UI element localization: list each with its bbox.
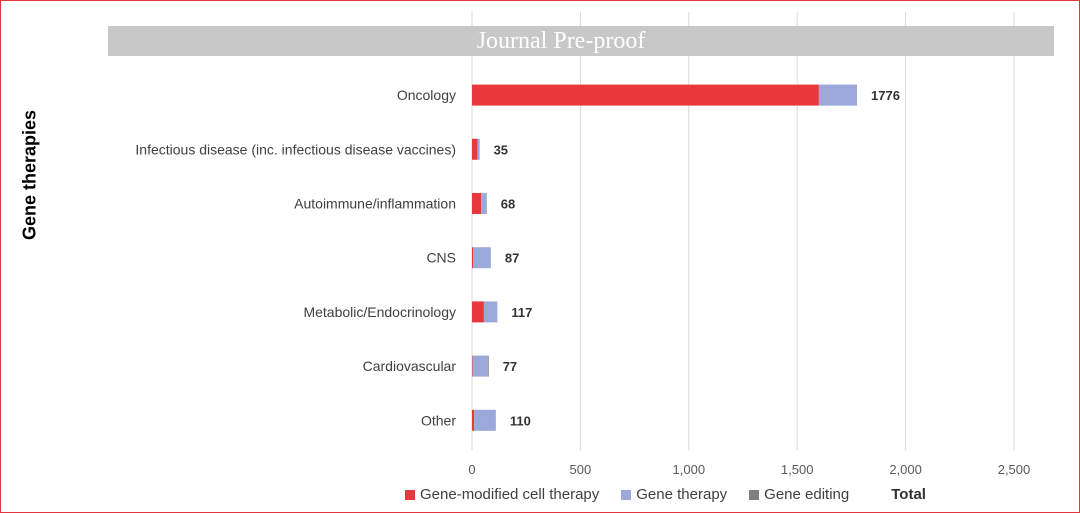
bar-segment (472, 193, 482, 214)
category-label: Oncology (397, 87, 456, 103)
legend-label-gene-therapy: Gene therapy (636, 486, 728, 503)
bar-segment (472, 301, 484, 323)
bar-segment (472, 138, 478, 160)
category-label: CNS (426, 250, 456, 266)
x-tick-label: 1,500 (781, 462, 814, 477)
bar-segment (472, 409, 475, 431)
bar-segment (474, 409, 496, 431)
bar-segment (477, 138, 480, 160)
total-data-label: 1776 (871, 88, 900, 103)
category-label: Metabolic/Endocrinology (303, 304, 456, 320)
total-data-label: 117 (511, 305, 532, 320)
bar-segment (472, 84, 819, 106)
bar-segment (487, 355, 489, 377)
legend-item-gene-modified-cell-therapy: Gene-modified cell therapy (405, 486, 599, 503)
x-tick-label: 2,000 (889, 462, 922, 477)
category-label: Infectious disease (inc. infectious dise… (135, 141, 456, 157)
legend-swatch-gene-editing (749, 489, 760, 500)
category-label: Other (421, 412, 456, 428)
total-data-label: 87 (505, 251, 519, 266)
bar-segment (472, 355, 473, 377)
bar-segment (483, 301, 498, 323)
category-label: Autoimmune/inflammation (294, 196, 456, 212)
x-tick-label: 1,000 (673, 462, 706, 477)
bar-segment (472, 355, 488, 377)
legend-swatch-gene-therapy (621, 489, 632, 500)
bar-segment (481, 193, 487, 214)
bar-segment (472, 247, 474, 269)
x-tick-label: 2,500 (998, 462, 1031, 477)
legend-item-gene-therapy: Gene therapy (621, 486, 727, 503)
y-axis-title: Gene therapies (19, 109, 40, 241)
legend-label-gene-editing: Gene editing (764, 486, 850, 503)
bar-segment (818, 84, 858, 106)
total-data-label: 35 (494, 142, 508, 157)
x-tick-label: 0 (468, 462, 475, 477)
legend-swatch-gene-modified (405, 489, 415, 500)
legend-label-gene-modified: Gene-modified cell therapy (420, 486, 600, 503)
total-data-label: 68 (501, 197, 515, 212)
x-tick-label: 500 (570, 462, 592, 477)
legend-item-gene-editing: Gene editing (749, 486, 849, 503)
total-data-label: 110 (510, 413, 531, 428)
bar-segment (473, 247, 491, 269)
category-label: Cardiovascular (363, 358, 457, 374)
total-data-label: 77 (503, 359, 517, 374)
legend-total-label: Total (891, 486, 926, 503)
journal-preproof-banner: Journal Pre-proof (108, 26, 1054, 56)
chart-legend: Gene-modified cell therapy Gene therapy … (405, 486, 926, 503)
